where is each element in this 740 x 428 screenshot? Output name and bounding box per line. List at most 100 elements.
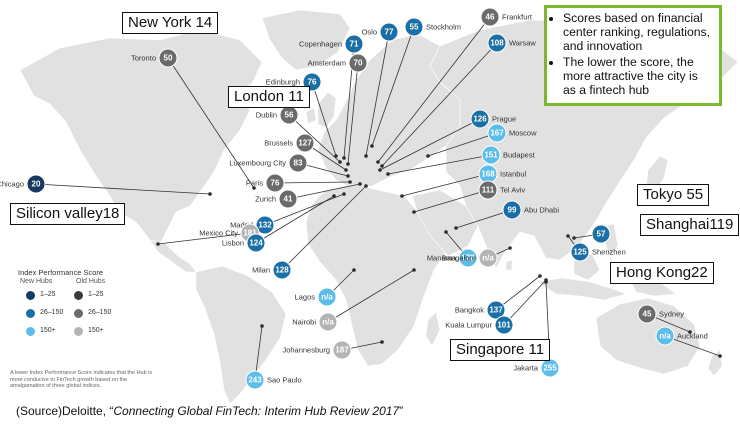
leader-auckland [664,335,721,357]
hub-bubble-manama [458,248,478,268]
hub-city-sao-paulo: Sao Paulo [267,376,302,385]
hub-frankfurt: 46 Frankfurt [480,7,533,27]
leader-stockholm [371,26,415,147]
hub-dublin: 56 Dublin [256,105,299,125]
hub-bubble-auckland [655,326,675,346]
hub-city-toronto: Toronto [131,54,156,63]
hub-sao-paulo: 243 Sao Paulo [245,370,302,390]
leader-madrid [264,193,345,226]
hub-bubble-moscow [487,123,507,143]
hub-city-johannesburg: Johannesburg [282,346,330,355]
hub-bubble-abu-dhabi [502,200,522,220]
anchor-madrid [342,192,346,196]
hub-score-sao-paulo: 243 [248,376,262,385]
hub-bubbles: 50 Toronto 71 Copenhagen 77 Oslo 55 Stockholm 46… [0,7,708,390]
hub-score-lisbon: 124 [249,239,263,248]
hub-prague: 126 Prague [470,109,516,129]
hub-bubble-kuala-lumpur [494,315,514,335]
anchor-paris [348,180,352,184]
hub-bubble-lagos [317,287,337,307]
hub-bubble-copenhagen [344,34,364,54]
hub-bubble-zurich [278,189,298,209]
leader-abu-dhabi [455,209,513,229]
hub-city-auckland: Auckland [677,332,708,341]
legend-range-new-3: 150+ [40,327,56,334]
sri-lanka [505,259,513,271]
hub-paris: 76 Paris [246,173,285,193]
hub-score-milan: 128 [275,266,289,275]
australia [595,297,701,375]
hub-city-zurich: Zurich [255,195,276,204]
leader-oslo [365,31,390,157]
hub-score-luxembourg-city: 83 [294,159,303,168]
hub-city-madrid: Madrid [230,221,253,230]
anchor-mexico-city [156,242,160,246]
hub-bubble-chicago [26,174,46,194]
anchor-chicago [208,192,212,196]
hub-score-oslo: 77 [385,28,394,37]
hub-city-paris: Paris [246,179,263,188]
hub-city-nairobi: Nairobi [292,318,316,327]
legend-range-old-1: 1–25 [88,291,104,298]
hub-bubble-madrid [255,215,275,235]
legend-note: A lower Index Performance Score indicate… [10,370,153,389]
leader-prague [379,118,481,171]
hub-score-kuala-lumpur: 101 [497,321,511,330]
anchor-frankfurt [376,160,380,164]
source-prefix: (Source)Deloitte, “ [16,404,114,418]
hub-city-edinburgh: Edinburgh [266,78,300,87]
hub-bubble-shenzhen [570,242,590,262]
anchor-milan [364,184,368,188]
south-america [195,265,287,405]
hub-city-chicago: Chicago [0,180,24,189]
anchor-abu-dhabi [454,226,458,230]
hub-bubble-oslo [379,22,399,42]
hub-score-moscow: 167 [490,129,504,138]
arabian-peninsula [411,189,479,257]
hub-score-istanbul: 168 [481,170,495,179]
legend-range-old-3: 150+ [88,327,104,334]
hub-oslo: 77 Oslo [362,22,399,42]
hub-score-zurich: 41 [284,195,293,204]
hub-score-abu-dhabi: 99 [508,206,517,215]
hub-city-lagos: Lagos [295,293,316,302]
leader-toronto [167,57,255,189]
anchor-hub-36 [572,236,576,240]
anchor-warsaw [380,164,384,168]
hub-score-bangalore: n/a [482,254,494,263]
source-suffix: ” [399,404,404,418]
callout-hong-kong: Hong Kong22 [610,262,714,284]
hub-city-brussels: Brussels [264,139,293,148]
hub-sydney: 45 Sydney [637,304,684,324]
hub-bubble-johannesburg [332,340,352,360]
leader-nairobi [327,269,415,323]
hub-city-istanbul: Istanbul [500,170,527,179]
leader-amsterdam [347,62,359,165]
hub-city-jakarta: Jakarta [513,364,538,373]
hub-lagos: n/a Lagos [295,287,337,307]
source-title: Connecting Global FinTech: Interim Hub R… [113,404,400,418]
hub-copenhagen: 71 Copenhagen [299,34,364,54]
hub-bubble-toronto [158,48,178,68]
hub-bubble-nairobi [318,312,338,332]
anchor-manama [444,230,448,234]
anchor-sydney [688,330,692,334]
hub-city-milan: Milan [252,266,270,275]
hub-bubble-budapest [481,145,501,165]
hub-bubble-lisbon [246,233,266,253]
madagascar [425,311,441,347]
city-anchors [156,144,722,358]
anchor-zurich [358,182,362,186]
hub-city-sydney: Sydney [659,310,684,319]
legend-title: Index Performance Score [18,268,104,277]
anchor-luxembourg-city [346,174,350,178]
leader-milan [281,185,367,271]
hub-nairobi: n/a Nairobi [292,312,338,332]
leader-warsaw [381,42,498,167]
hub-johannesburg: 187 Johannesburg [282,340,352,360]
hub-auckland: n/a Auckland [655,326,708,346]
hub-city-warsaw: Warsaw [509,39,536,48]
leader-budapest [387,154,492,175]
anchor-edinburgh [334,154,338,158]
anchor-toronto [252,186,256,190]
